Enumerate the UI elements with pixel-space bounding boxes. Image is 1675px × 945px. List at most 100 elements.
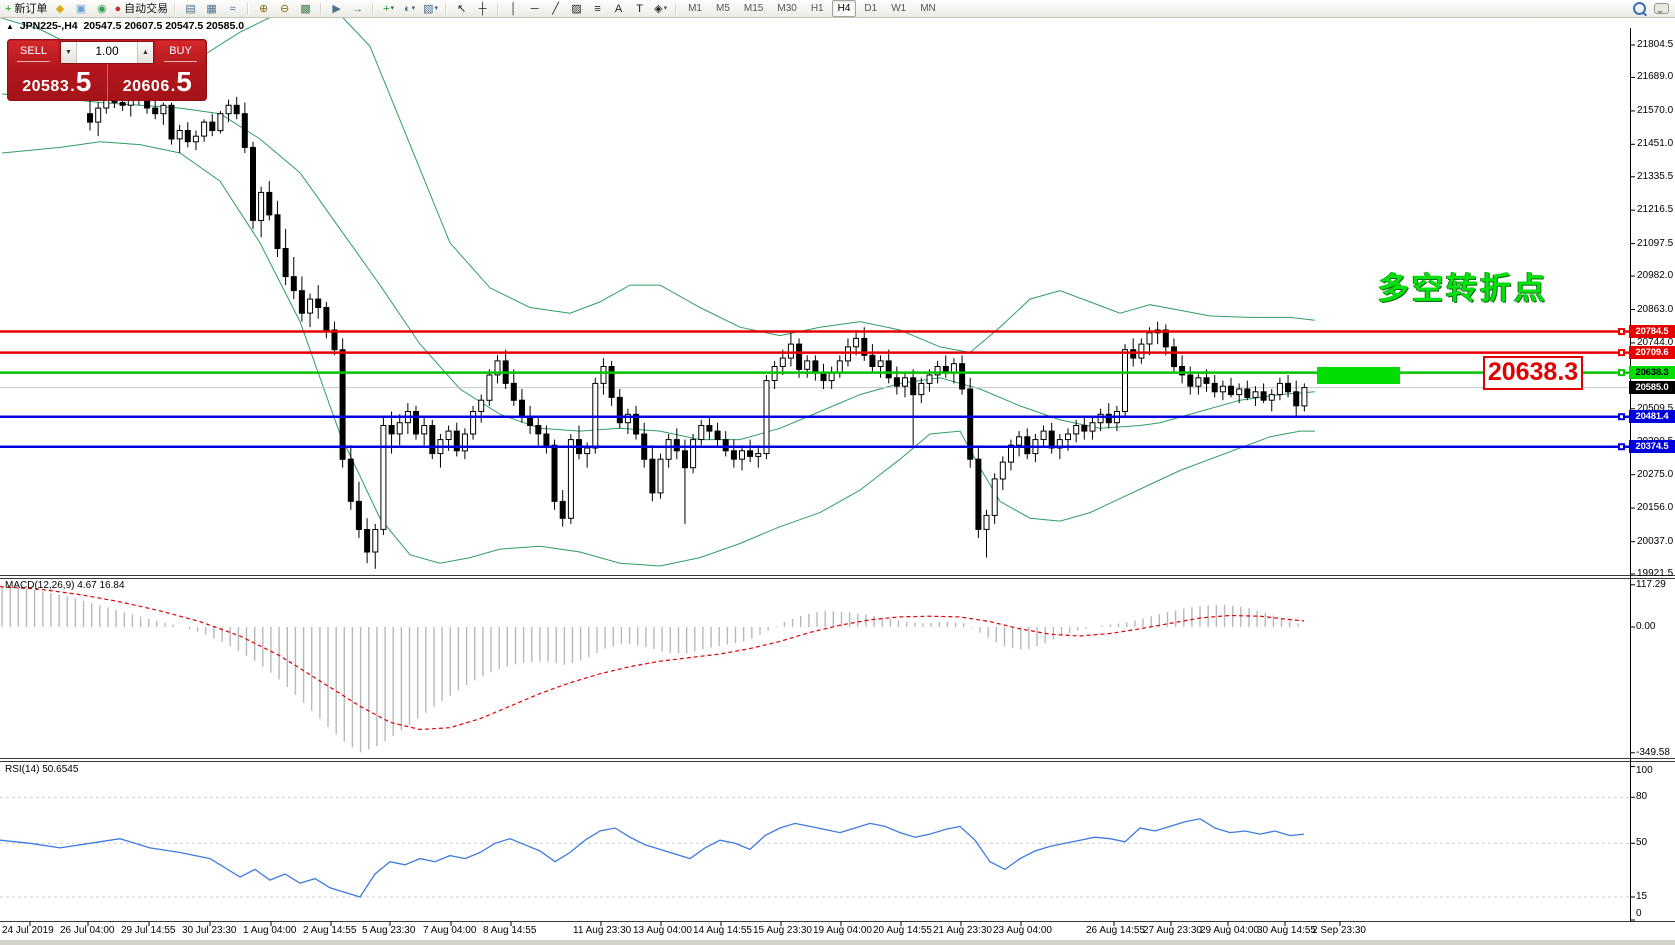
price-level-label[interactable]: 20784.5 [1629, 325, 1675, 339]
price-level-label[interactable]: 20585.0 [1629, 381, 1675, 395]
text-icon: A [614, 2, 623, 15]
periods-button-dropdown-icon[interactable]: ▾ [411, 4, 416, 12]
layouts-icon: ◆ [55, 2, 65, 15]
price-level-label[interactable]: 20709.6 [1629, 346, 1675, 360]
price-level-label[interactable]: 20481.4 [1629, 410, 1675, 424]
search-icon[interactable] [1633, 2, 1646, 15]
sell-price[interactable]: 20583. 5 [7, 64, 108, 101]
price-level-lines[interactable] [0, 328, 1630, 451]
layouts-button[interactable]: ◆ [49, 1, 70, 17]
text-button[interactable]: A [608, 1, 629, 17]
timeframe-h1-button[interactable]: H1 [810, 3, 824, 14]
date-axis-label: 24 Jul 2019 [2, 925, 54, 936]
macd-scale-label: 0.00 [1636, 621, 1656, 632]
timeframe-m30-button[interactable]: M30 [777, 3, 797, 14]
rsi-line [0, 818, 1305, 898]
zoom-in-button[interactable]: ⊕ [253, 1, 274, 17]
toolbar-separator [445, 2, 448, 15]
date-axis-label: 5 Aug 23:30 [362, 925, 416, 936]
symbol-title: JPN225-,H4 [19, 20, 78, 32]
channel-button[interactable]: ▨ [566, 1, 587, 17]
tile-windows-button[interactable]: ▩ [295, 1, 316, 17]
ohlc-values: 20547.5 20607.5 20547.5 20585.0 [83, 20, 245, 32]
new-chart-button[interactable]: + ▾ [378, 1, 399, 17]
chart-annotation-text: 多空转折点 [1378, 271, 1548, 306]
price-level-label[interactable]: 20374.5 [1629, 440, 1675, 454]
timeframe-m1-button[interactable]: M1 [688, 3, 702, 14]
trendline-icon: ╱ [552, 2, 559, 15]
toolbar-separator [320, 2, 323, 15]
date-axis-label: 30 Jul 23:30 [182, 925, 237, 936]
trendline-button[interactable]: ╱ [545, 1, 566, 17]
price-tick-label: 20982.0 [1637, 270, 1674, 282]
terminal-button[interactable]: ▣ [70, 1, 91, 17]
timeframe-w1-button[interactable]: W1 [891, 3, 907, 14]
timeframe-m5-button[interactable]: M5 [716, 3, 730, 14]
fibonacci-button[interactable]: ≡ [587, 1, 608, 17]
volume-stepper[interactable]: ▼ 1.00 ▲ [60, 41, 154, 64]
terminal-icon: ▣ [75, 2, 87, 15]
price-tick-label: 21570.0 [1637, 104, 1674, 116]
date-axis-label: 2 Sep 23:30 [1312, 925, 1366, 936]
autotrading-button[interactable]: ● 自动交易 [112, 1, 170, 17]
new-chart-button-dropdown-icon[interactable]: ▾ [390, 4, 395, 12]
date-axis-label: 13 Aug 04:00 [633, 925, 692, 936]
zoom-out-icon: ⊖ [279, 2, 290, 15]
horizontal-line-button[interactable]: ─ [524, 1, 545, 17]
auto-scroll-button[interactable]: ▶ [326, 1, 347, 17]
timeframe-m15-button[interactable]: M15 [743, 3, 764, 14]
price-tick-label: 19921.5 [1637, 568, 1674, 579]
collapse-trade-panel-icon[interactable]: ▲ [6, 22, 14, 31]
periods-button[interactable]: ◐ ▾ [399, 1, 420, 17]
label-icon: T [636, 2, 643, 15]
buy-price[interactable]: 20606. 5 [122, 66, 192, 97]
new-order-button[interactable]: + 新订单 [3, 1, 49, 17]
chart-header: ▲ JPN225-,H4 20547.5 20607.5 20547.5 205… [6, 20, 244, 32]
shapes-button[interactable]: ◈ ▾ [650, 1, 671, 17]
cursor-button[interactable]: ↖ [451, 1, 472, 17]
volume-value[interactable]: 1.00 [95, 44, 119, 58]
rsi-level-lines [0, 796, 1630, 898]
sell-button[interactable]: SELL [9, 41, 58, 64]
indicators-button[interactable]: ▧ ▾ [420, 1, 441, 17]
timeframe-h4-button[interactable]: H4 [831, 0, 857, 17]
date-axis-label: 26 Aug 14:55 [1086, 925, 1145, 936]
zoom-out-button[interactable]: ⊖ [274, 1, 295, 17]
timeframe-mn-button[interactable]: MN [920, 3, 936, 14]
new-order-icon: + [5, 2, 12, 15]
price-tick-label: 20037.0 [1637, 535, 1674, 547]
bollinger-bands [1, 3, 1316, 567]
shapes-button-dropdown-icon[interactable]: ▾ [663, 4, 668, 12]
date-axis-label: 1 Aug 04:00 [243, 925, 297, 936]
price-callout-box: 20638.3 [1483, 356, 1583, 390]
vertical-line-icon: │ [510, 2, 518, 15]
toolbar-separator [247, 2, 250, 15]
volume-decrease-icon[interactable]: ▼ [61, 42, 77, 63]
rsi-scale-label: 50 [1636, 837, 1648, 849]
price-level-label[interactable]: 20638.3 [1629, 366, 1675, 380]
panel-separators[interactable] [0, 575, 1675, 922]
buy-button[interactable]: BUY [156, 41, 205, 64]
highlight-zone [1317, 367, 1400, 384]
vertical-line-button[interactable]: │ [503, 1, 524, 17]
price-tick-label: 21335.5 [1637, 170, 1674, 182]
bar-chart-button[interactable]: ▤ [180, 1, 201, 17]
candle-chart-button[interactable]: ▦ [201, 1, 222, 17]
chart-shift-button[interactable]: → [347, 1, 368, 17]
chat-icon[interactable] [1654, 3, 1669, 14]
price-tick-label: 21451.0 [1637, 138, 1674, 150]
crosshair-button[interactable]: ┼ [472, 1, 493, 17]
label-button[interactable]: T [629, 1, 650, 17]
main-toolbar: + 新订单 ◆ ▣ ◉ ● 自动交易 ▤ ▦ ≈ ⊕ ⊖ ▩ ▶ → + ▾ ◐ ▾ ▧ ▾ ↖ ┼ │ ─ ╱ ▨ ≡ A T ◈ ▾ M1 M… [0, 0, 1675, 18]
one-click-trading-panel: SELL ▼ 1.00 ▲ BUY 20583. 5 20606. 5 [7, 39, 207, 101]
volume-increase-icon[interactable]: ▲ [137, 42, 153, 63]
price-tick-label: 20744.0 [1637, 336, 1674, 348]
shapes-icon: ◈ [654, 2, 663, 15]
line-chart-button[interactable]: ≈ [222, 1, 243, 17]
indicators-button-dropdown-icon[interactable]: ▾ [434, 4, 439, 12]
timeframe-d1-button[interactable]: D1 [864, 3, 878, 14]
price-tick-label: 20156.0 [1637, 502, 1674, 514]
signals-button[interactable]: ◉ [91, 1, 112, 17]
